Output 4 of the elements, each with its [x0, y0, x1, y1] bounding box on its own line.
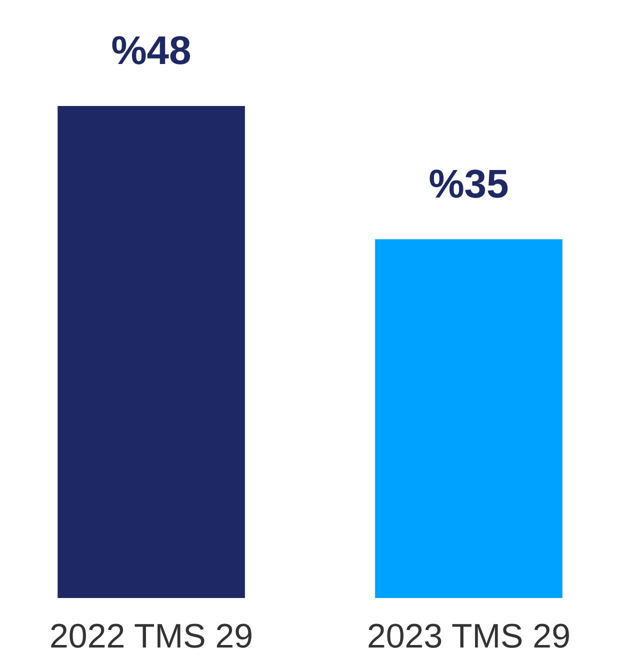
x-tick-label: 2023 TMS 29: [366, 618, 570, 656]
x-tick-label: 2022 TMS 29: [50, 618, 254, 656]
data-label: %35: [428, 162, 509, 206]
data-label: %48: [111, 29, 192, 73]
